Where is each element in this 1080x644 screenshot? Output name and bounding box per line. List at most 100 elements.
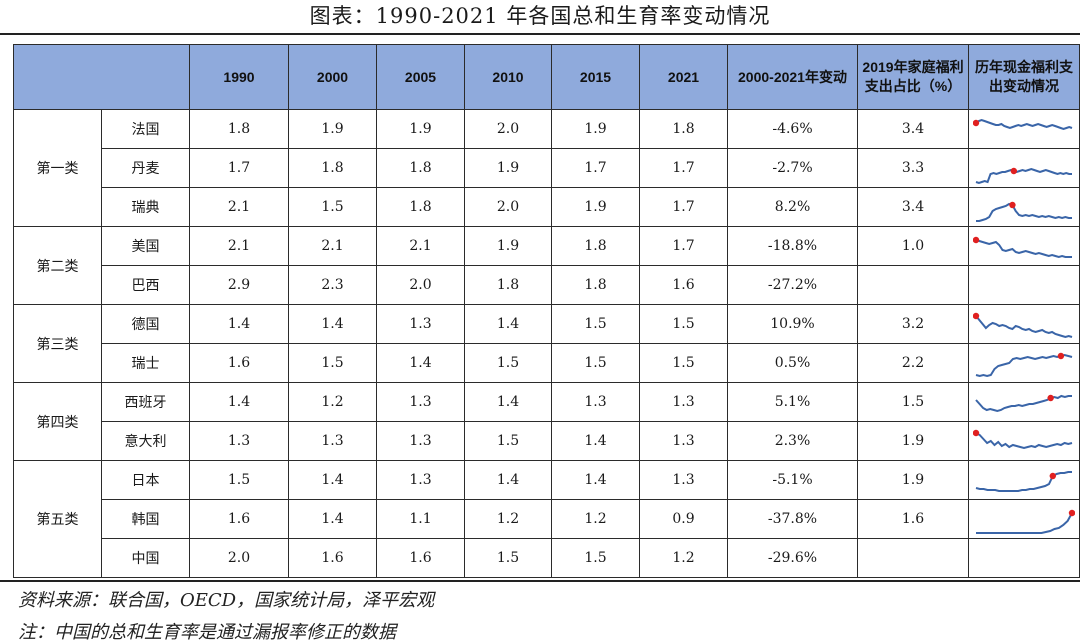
- fertility-rate-cell: 1.5: [189, 460, 289, 500]
- fertility-rate-cell: 1.9: [464, 148, 552, 188]
- sparkline-series: [975, 315, 1073, 339]
- welfare-share-cell: 3.4: [857, 187, 969, 227]
- group-label: 第二类: [13, 226, 102, 305]
- group-label: 第一类: [13, 109, 102, 227]
- group-label: 第四类: [13, 382, 102, 461]
- chart-title: 图表：1990-2021 年各国总和生育率变动情况: [309, 4, 771, 28]
- sparkline-peak-marker: [1057, 352, 1065, 360]
- welfare-share-cell: 1.5: [857, 382, 969, 422]
- welfare-share-cell: 3.2: [857, 304, 969, 344]
- fertility-rate-cell: 1.4: [189, 382, 289, 422]
- sparkline: [975, 167, 1072, 185]
- welfare-share-cell: 1.0: [857, 226, 969, 266]
- sparkline: [973, 236, 1072, 259]
- fertility-rate-cell: 1.9: [464, 226, 552, 266]
- fertility-rate-cell: 1.5: [464, 343, 552, 383]
- fertility-rate-cell: 1.6: [639, 265, 728, 305]
- fertility-rate-cell: 2.1: [189, 187, 289, 227]
- sparkline-series: [976, 202, 1072, 222]
- fertility-rate-cell: 1.5: [288, 187, 377, 227]
- country-name: 韩国: [101, 499, 190, 539]
- sparkline-series: [975, 167, 1072, 185]
- fertility-rate-cell: 1.9: [551, 109, 640, 149]
- fertility-rate-cell: 1.3: [639, 382, 728, 422]
- country-name: 瑞士: [101, 343, 190, 383]
- fertility-rate-cell: 1.8: [288, 148, 377, 188]
- sparkline-peak-marker: [973, 236, 980, 244]
- change-cell: 0.5%: [727, 343, 858, 383]
- table-row: 第五类 日本 1.5 1.4 1.3 1.4 1.4 1.3 -5.1% 1.9: [13, 460, 1080, 578]
- table-row: 意大利 1.3 1.3 1.3 1.5 1.4 1.3 2.3% 1.9: [14, 421, 1080, 461]
- sparkline-peak-marker: [973, 312, 980, 320]
- cash-welfare-sparkline-cell: [968, 226, 1080, 266]
- country-name: 巴西: [101, 265, 190, 305]
- fertility-rate-cell: 1.1: [376, 499, 465, 539]
- header-2015: 2015: [551, 44, 640, 110]
- fertility-rate-cell: 1.5: [639, 343, 728, 383]
- header-blank: [13, 44, 190, 110]
- welfare-share-cell: 1.9: [857, 460, 969, 500]
- change-cell: -29.6%: [727, 538, 858, 578]
- welfare-share-cell: 1.6: [857, 499, 969, 539]
- sparkline: [975, 394, 1072, 413]
- cash-welfare-sparkline-cell: [968, 538, 1080, 578]
- fertility-rate-cell: 1.2: [639, 538, 728, 578]
- table-row: 瑞典 2.1 1.5 1.8 2.0 1.9 1.7 8.2% 3.4: [14, 187, 1080, 227]
- fertility-rate-cell: 1.9: [551, 187, 640, 227]
- fertility-rate-cell: 1.6: [288, 538, 377, 578]
- fertility-rate-cell: 1.7: [639, 226, 728, 266]
- country-name: 西班牙: [101, 382, 190, 422]
- cash-welfare-sparkline-cell: [968, 109, 1080, 149]
- country-name: 意大利: [101, 421, 190, 461]
- sparkline-series: [976, 512, 1073, 534]
- fertility-rate-cell: 2.0: [464, 187, 552, 227]
- fertility-rate-cell: 2.1: [189, 226, 289, 266]
- fertility-rate-cell: 1.8: [464, 265, 552, 305]
- fertility-rate-cell: 1.3: [376, 304, 465, 344]
- source-note: 资料来源：联合国，OECD，国家统计局，泽平宏观: [18, 590, 435, 611]
- sparkline-peak-marker: [1068, 509, 1075, 517]
- fertility-rate-cell: 1.5: [551, 304, 640, 344]
- fertility-rate-cell: 1.6: [189, 499, 289, 539]
- fertility-rate-cell: 1.2: [551, 499, 640, 539]
- fertility-rate-cell: 1.3: [551, 382, 640, 422]
- top-rule: [0, 33, 1080, 35]
- country-name: 丹麦: [101, 148, 190, 188]
- fertility-rate-cell: 1.9: [376, 109, 465, 149]
- fertility-rate-cell: 1.5: [288, 343, 377, 383]
- country-name: 中国: [101, 538, 190, 578]
- sparkline-series: [975, 471, 1072, 492]
- cash-welfare-sparkline-cell: [968, 460, 1080, 500]
- fertility-rate-cell: 1.4: [551, 421, 640, 461]
- fertility-rate-cell: 1.3: [288, 421, 377, 461]
- welfare-share-cell: [857, 538, 969, 578]
- fertility-rate-cell: 1.7: [189, 148, 289, 188]
- fertility-rate-cell: 1.4: [464, 304, 552, 344]
- fertility-rate-cell: 2.9: [189, 265, 289, 305]
- sparkline: [973, 429, 1073, 450]
- fertility-rate-cell: 1.4: [288, 460, 377, 500]
- header-change: 2000-2021年变动: [727, 44, 858, 110]
- fertility-rate-cell: 1.5: [464, 421, 552, 461]
- fertility-rate-cell: 1.8: [189, 109, 289, 149]
- change-cell: -27.2%: [727, 265, 858, 305]
- table-row: 第二类 美国 2.1 2.1 2.1 1.9 1.8 1.7 -18.8% 1.0: [13, 226, 1080, 305]
- sparkline-series: [975, 432, 1073, 450]
- cash-welfare-sparkline-cell: [968, 499, 1080, 539]
- fertility-rate-cell: 1.3: [639, 460, 728, 500]
- cash-welfare-sparkline-cell: [968, 343, 1080, 383]
- fertility-rate-cell: 2.0: [464, 109, 552, 149]
- bottom-rule: [0, 580, 1080, 582]
- fertility-rate-cell: 1.4: [551, 460, 640, 500]
- sparkline: [976, 509, 1075, 534]
- fertility-rate-cell: 1.5: [551, 538, 640, 578]
- sparkline-series: [975, 353, 1073, 378]
- fertility-rate-cell: 2.0: [189, 538, 289, 578]
- fertility-rate-cell: 1.2: [464, 499, 552, 539]
- cash-welfare-sparkline-cell: [968, 382, 1080, 422]
- change-cell: 10.9%: [727, 304, 858, 344]
- fertility-rate-cell: 1.3: [376, 421, 465, 461]
- header-2010: 2010: [464, 44, 552, 110]
- welfare-share-cell: 2.2: [857, 343, 969, 383]
- fertility-rate-cell: 1.3: [376, 460, 465, 500]
